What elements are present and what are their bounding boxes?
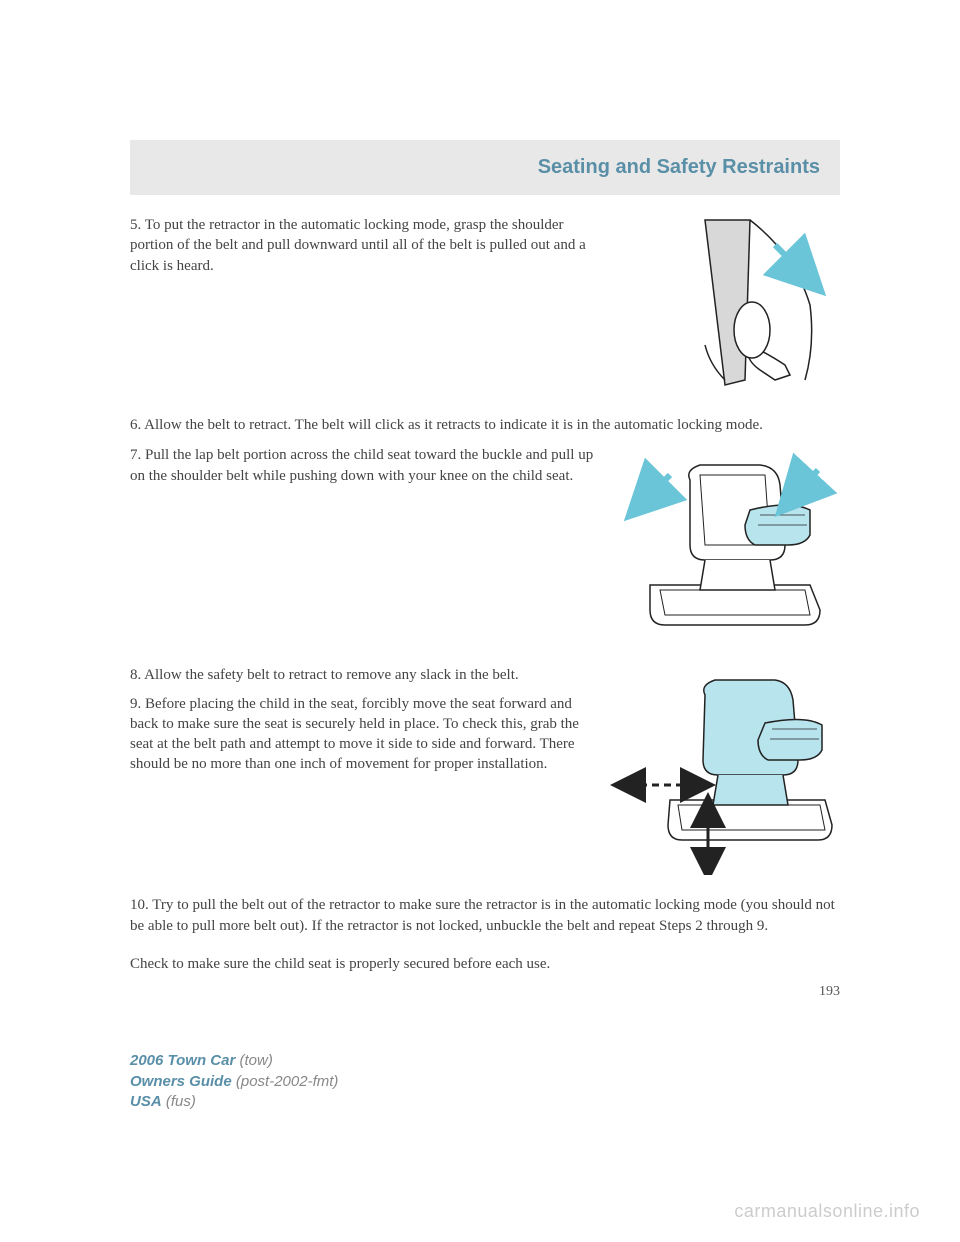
step-9-text: 9. Before placing the child in the seat,… xyxy=(130,694,595,775)
footer-model: 2006 Town Car xyxy=(130,1052,235,1069)
footer: 2006 Town Car (tow) Owners Guide (post-2… xyxy=(130,1051,338,1112)
seat-movement-icon xyxy=(610,665,840,875)
diagram-belt-pull xyxy=(610,215,840,400)
section-header: Seating and Safety Restraints xyxy=(130,140,840,195)
footer-line-3: USA (fus) xyxy=(130,1092,338,1112)
footer-line-1: 2006 Town Car (tow) xyxy=(130,1051,338,1071)
page-container: Seating and Safety Restraints 5. To put … xyxy=(0,0,960,1000)
footer-guide: Owners Guide xyxy=(130,1073,232,1090)
check-text: Check to make sure the child seat is pro… xyxy=(130,954,840,974)
footer-code-2: (post-2002-fmt) xyxy=(236,1073,339,1090)
diagram-child-seat-belt xyxy=(610,445,840,650)
step-7-row: 7. Pull the lap belt portion across the … xyxy=(130,445,840,650)
step-8-9-col: 8. Allow the safety belt to retract to r… xyxy=(130,665,610,774)
belt-pull-icon xyxy=(610,215,840,395)
watermark: carmanualsonline.info xyxy=(734,1201,920,1222)
step-5-row: 5. To put the retractor in the automatic… xyxy=(130,215,840,400)
footer-code-1: (tow) xyxy=(240,1052,273,1069)
section-title: Seating and Safety Restraints xyxy=(538,156,820,178)
step-6-text: 6. Allow the belt to retract. The belt w… xyxy=(130,415,840,435)
step-7-text: 7. Pull the lap belt portion across the … xyxy=(130,445,610,486)
page-number: 193 xyxy=(130,984,840,1000)
step-5-text: 5. To put the retractor in the automatic… xyxy=(130,215,610,276)
child-seat-belt-icon xyxy=(610,445,840,645)
step-8-9-row: 8. Allow the safety belt to retract to r… xyxy=(130,665,840,880)
footer-region: USA xyxy=(130,1093,162,1110)
footer-code-3: (fus) xyxy=(166,1093,196,1110)
step-8-text: 8. Allow the safety belt to retract to r… xyxy=(130,665,595,685)
diagram-seat-movement xyxy=(610,665,840,880)
footer-line-2: Owners Guide (post-2002-fmt) xyxy=(130,1072,338,1092)
step-10-text: 10. Try to pull the belt out of the retr… xyxy=(130,895,840,936)
